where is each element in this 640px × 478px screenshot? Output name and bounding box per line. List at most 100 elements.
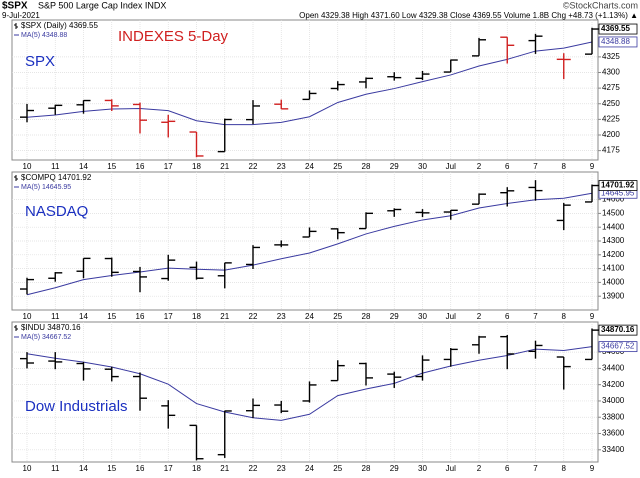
annotation: INDEXES 5-Day — [118, 28, 229, 45]
x-tick-label: 24 — [305, 464, 314, 473]
x-tick-label: 28 — [362, 162, 371, 171]
x-tick-label: 22 — [249, 312, 258, 321]
x-tick-label: Jul — [446, 464, 456, 473]
legend-entry: MA(5) 34667.52 — [21, 334, 71, 341]
x-tick-label: 6 — [505, 464, 510, 473]
x-tick-label: 23 — [277, 464, 286, 473]
x-tick-label: 14 — [79, 312, 88, 321]
x-tick-label: 9 — [590, 464, 595, 473]
x-tick-label: 29 — [390, 162, 399, 171]
x-tick-label: 11 — [51, 464, 60, 473]
close-value-label: 4369.55 — [601, 24, 630, 33]
y-tick-label: 33600 — [602, 429, 625, 438]
x-tick-label: 30 — [418, 162, 427, 171]
close-value-label: 34870.16 — [601, 325, 635, 334]
x-tick-label: 17 — [164, 464, 173, 473]
x-tick-label: 9 — [590, 162, 595, 171]
y-tick-label: 14100 — [602, 264, 625, 273]
x-tick-label: 16 — [136, 162, 145, 171]
plot-frame — [11, 19, 599, 161]
ma-line — [26, 41, 593, 126]
ma-value-box — [598, 36, 638, 48]
ma-line — [26, 346, 593, 421]
y-tick-label: 4300 — [602, 68, 620, 77]
legend-entry: $COMPQ 14701.92 — [21, 173, 92, 182]
x-tick-label: 8 — [562, 312, 567, 321]
x-tick-label: 14 — [79, 162, 88, 171]
x-tick-label: 6 — [505, 312, 510, 321]
x-tick-label: 18 — [192, 464, 201, 473]
y-tick-label: 14000 — [602, 278, 625, 287]
ma-line — [26, 192, 593, 296]
x-tick-label: 28 — [362, 312, 371, 321]
x-tick-label: Jul — [446, 312, 456, 321]
x-tick-label: 30 — [418, 312, 427, 321]
x-tick-label: 2 — [477, 162, 482, 171]
y-tick-label: 14400 — [602, 222, 625, 231]
x-tick-label: 15 — [107, 312, 116, 321]
annotation: NASDAQ — [25, 203, 88, 220]
x-tick-label: 22 — [249, 464, 258, 473]
x-tick-label: 7 — [533, 312, 538, 321]
close-value-box — [598, 180, 638, 191]
legend-icon — [14, 23, 18, 29]
x-tick-label: 6 — [505, 162, 510, 171]
y-tick-label: 14300 — [602, 236, 625, 245]
y-tick-label: 4225 — [602, 114, 620, 123]
legend-icon — [14, 175, 18, 181]
legend-icon — [14, 325, 18, 331]
annotation: SPX — [25, 53, 55, 70]
date: 9-Jul-2021 — [2, 11, 40, 20]
y-tick-label: 34200 — [602, 380, 625, 389]
y-tick-label: 13900 — [602, 291, 625, 300]
y-tick-label: 14600 — [602, 195, 625, 204]
x-tick-label: 17 — [164, 162, 173, 171]
ma-value-box — [598, 341, 638, 353]
x-tick-label: 21 — [220, 464, 229, 473]
x-tick-label: 23 — [277, 312, 286, 321]
y-tick-label: 33800 — [602, 412, 625, 421]
x-tick-label: 10 — [23, 162, 32, 171]
quote: Open 4329.38 High 4371.60 Low 4329.38 Cl… — [299, 11, 638, 20]
ma-value-label: 14645.95 — [601, 188, 635, 197]
x-tick-label: 15 — [107, 464, 116, 473]
x-tick-label: 8 — [562, 162, 567, 171]
plot-frame — [11, 321, 599, 463]
y-tick-label: 4325 — [602, 52, 620, 61]
ma-value-label: 4348.88 — [601, 37, 630, 46]
annotation: Dow Industrials — [25, 398, 128, 415]
x-tick-label: 24 — [305, 162, 314, 171]
x-tick-label: 9 — [590, 312, 595, 321]
y-tick-label: 14200 — [602, 250, 625, 259]
close-value-box — [598, 23, 638, 35]
x-tick-label: 21 — [220, 312, 229, 321]
x-tick-label: 28 — [362, 464, 371, 473]
y-tick-label: 4200 — [602, 130, 620, 139]
x-tick-label: 23 — [277, 162, 286, 171]
legend-entry: MA(5) 14645.95 — [21, 184, 71, 191]
x-tick-label: 18 — [192, 162, 201, 171]
x-tick-label: 2 — [477, 464, 482, 473]
x-tick-label: 21 — [220, 162, 229, 171]
x-tick-label: 7 — [533, 464, 538, 473]
x-tick-label: 29 — [390, 464, 399, 473]
x-tick-label: 25 — [333, 162, 342, 171]
x-tick-label: 18 — [192, 312, 201, 321]
y-tick-label: 4175 — [602, 146, 620, 155]
y-tick-label: 4250 — [602, 99, 620, 108]
x-tick-label: 15 — [107, 162, 116, 171]
close-value-label: 14701.92 — [601, 181, 635, 190]
x-tick-label: Jul — [446, 162, 456, 171]
x-tick-label: 8 — [562, 464, 567, 473]
symbol: $SPX — [2, 1, 28, 12]
x-tick-label: 17 — [164, 312, 173, 321]
y-tick-label: 33400 — [602, 445, 625, 454]
x-tick-label: 25 — [333, 464, 342, 473]
y-tick-label: 34400 — [602, 364, 625, 373]
x-tick-label: 30 — [418, 464, 427, 473]
y-tick-label: 4275 — [602, 83, 620, 92]
legend-entry: MA(5) 4348.88 — [21, 32, 67, 39]
x-tick-label: 22 — [249, 162, 258, 171]
x-tick-label: 10 — [23, 464, 32, 473]
